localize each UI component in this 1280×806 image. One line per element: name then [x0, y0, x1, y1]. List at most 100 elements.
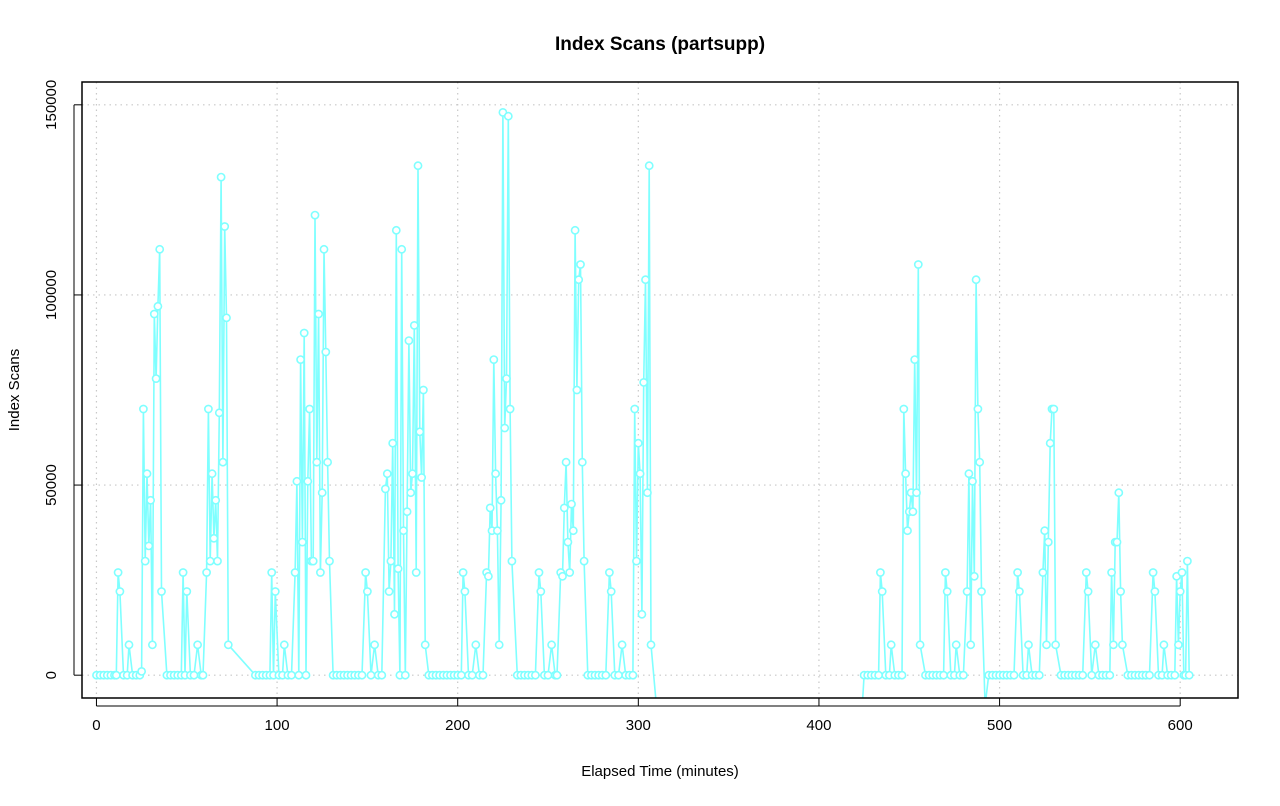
data-point [1081, 568, 1091, 577]
data-point [406, 488, 416, 498]
x-tick-label: 300 [626, 717, 651, 734]
data-point [366, 670, 376, 680]
data-point [287, 670, 296, 680]
data-point [485, 503, 495, 513]
data-point [941, 568, 950, 577]
data-point [633, 438, 643, 448]
data-point [903, 526, 912, 536]
data-point [147, 640, 157, 650]
data-point [189, 670, 199, 680]
data-point [384, 587, 394, 596]
data-point [897, 670, 907, 680]
data-point [1150, 587, 1160, 596]
data-point [492, 526, 502, 536]
data-point [113, 568, 123, 577]
data-point [377, 670, 387, 680]
data-point [632, 556, 641, 566]
data-point [155, 244, 165, 254]
data-point [420, 640, 430, 650]
data-point [500, 423, 510, 433]
data-point [211, 495, 221, 505]
data-point [362, 587, 372, 596]
data-point [971, 275, 981, 285]
data-point [321, 347, 331, 357]
data-point [606, 587, 616, 596]
data-point [140, 556, 150, 566]
data-point [413, 161, 423, 171]
data-point [214, 408, 224, 418]
data-point [182, 587, 192, 596]
data-point [297, 537, 307, 547]
data-point [380, 484, 390, 494]
data-point [312, 457, 322, 467]
data-point [1107, 568, 1116, 577]
data-point [962, 587, 972, 596]
data-point [223, 640, 233, 650]
data-point [402, 507, 412, 517]
x-tick-label: 0 [92, 717, 100, 734]
data-point [137, 667, 146, 676]
data-point [576, 260, 585, 269]
data-point [418, 385, 428, 395]
data-point [617, 640, 627, 650]
data-point [561, 457, 571, 467]
data-point [505, 404, 515, 414]
data-point [146, 495, 155, 505]
data-point [635, 469, 645, 479]
data-point [142, 469, 152, 479]
data-point [1112, 537, 1122, 547]
y-axis-label: Index Scans [6, 349, 23, 432]
data-point [614, 670, 623, 680]
data-point [574, 275, 584, 285]
data-point [149, 309, 159, 319]
data-point [404, 336, 414, 345]
data-point [641, 275, 650, 285]
data-point [1009, 670, 1019, 680]
data-point [1118, 640, 1127, 650]
data-point [308, 556, 318, 566]
data-point [628, 670, 638, 680]
data-point [964, 469, 974, 479]
data-point [138, 404, 148, 414]
data-point [388, 438, 398, 448]
data-point [292, 476, 302, 486]
data-point [370, 640, 379, 650]
data-point [531, 670, 540, 680]
data-point [151, 374, 161, 383]
data-point [270, 587, 280, 596]
x-tick-label: 400 [806, 717, 831, 734]
data-point [534, 568, 544, 577]
data-point [563, 537, 573, 547]
data-point [552, 670, 562, 680]
data-point [213, 556, 222, 566]
data-point [489, 355, 499, 364]
data-point [144, 541, 154, 551]
data-point [294, 670, 304, 680]
data-point [1015, 587, 1024, 596]
data-point [408, 469, 417, 479]
data-point [630, 404, 640, 414]
data-point [969, 571, 979, 581]
data-point [968, 476, 977, 486]
y-tick-label: 150000 [43, 80, 60, 130]
x-tick-label: 500 [987, 717, 1012, 734]
data-point [415, 427, 425, 437]
data-point [216, 172, 226, 182]
data-point [1159, 640, 1169, 650]
data-point [503, 111, 513, 121]
data-point [301, 670, 311, 680]
data-point [319, 244, 329, 254]
data-point [637, 609, 647, 619]
data-point [913, 260, 923, 269]
data-point [959, 670, 968, 680]
data-point [299, 328, 309, 338]
data-point [1105, 670, 1115, 680]
data-point [361, 568, 370, 577]
data-point [305, 404, 314, 414]
data-point [411, 568, 421, 577]
data-point [901, 469, 910, 479]
data-point [390, 609, 399, 619]
data-point [605, 568, 614, 577]
